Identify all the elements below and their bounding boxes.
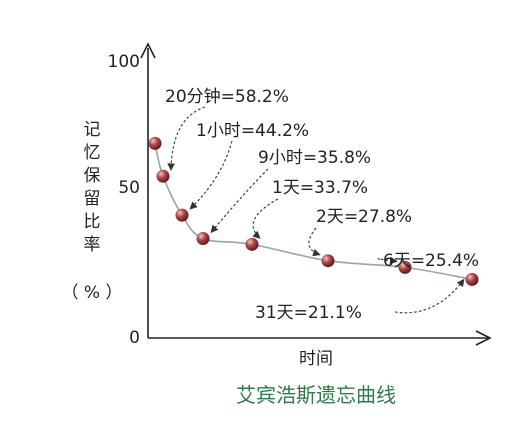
data-point-marker xyxy=(465,272,479,286)
data-point-marker xyxy=(196,231,210,245)
y-tick-label-100: 100 xyxy=(108,52,140,72)
data-markers xyxy=(148,136,479,286)
annotation-leader-arrow xyxy=(308,227,321,257)
data-point-label: 1小时=44.2% xyxy=(196,121,309,141)
y-axis-arrow xyxy=(140,42,156,59)
annotation-leader-arrow xyxy=(252,198,279,239)
y-axis-label-char: 率 xyxy=(84,235,101,255)
chart-title: 艾宾浩斯遗忘曲线 xyxy=(236,383,396,407)
data-point-label: 20分钟=58.2% xyxy=(165,87,289,107)
data-point-label: 6天=25.4% xyxy=(383,251,479,271)
data-point-marker xyxy=(321,254,335,268)
x-axis-arrow xyxy=(475,330,492,346)
data-point-marker xyxy=(175,208,189,222)
y-axis-label-char: 保 xyxy=(84,166,101,186)
y-axis-label-char: 比 xyxy=(84,212,101,232)
annotation-leader-arrow xyxy=(394,278,465,314)
annotation-leader-arrow xyxy=(210,168,269,234)
y-axis-label-char: 忆 xyxy=(84,143,101,163)
data-point-label: 2天=27.8% xyxy=(316,207,412,227)
y-tick-label-50: 50 xyxy=(118,178,140,198)
data-point-marker xyxy=(148,136,162,150)
annotation-leader-arrow xyxy=(167,106,206,171)
y-tick-label-0: 0 xyxy=(129,328,140,348)
data-point-marker xyxy=(398,260,412,274)
y-axis-label-char: 记 xyxy=(84,120,101,140)
annotation-leader-arrow xyxy=(189,140,233,210)
annotation-leaders xyxy=(167,106,465,314)
data-point-marker xyxy=(245,237,259,251)
data-point-marker xyxy=(156,169,170,183)
data-annotations: 20分钟=58.2% 1小时=44.2% 9小时=35.8% 1天=33.7% 2天=2… xyxy=(165,87,479,323)
y-axis-label-char: 留 xyxy=(84,189,101,209)
annotation-leader-arrow xyxy=(377,256,398,265)
x-axis-label: 时间 xyxy=(299,349,333,369)
y-axis-label-unit: （ % ） xyxy=(62,283,123,303)
data-point-label: 31天=21.1% xyxy=(255,303,362,323)
data-point-label: 9小时=35.8% xyxy=(258,148,371,168)
data-point-label: 1天=33.7% xyxy=(272,178,368,198)
